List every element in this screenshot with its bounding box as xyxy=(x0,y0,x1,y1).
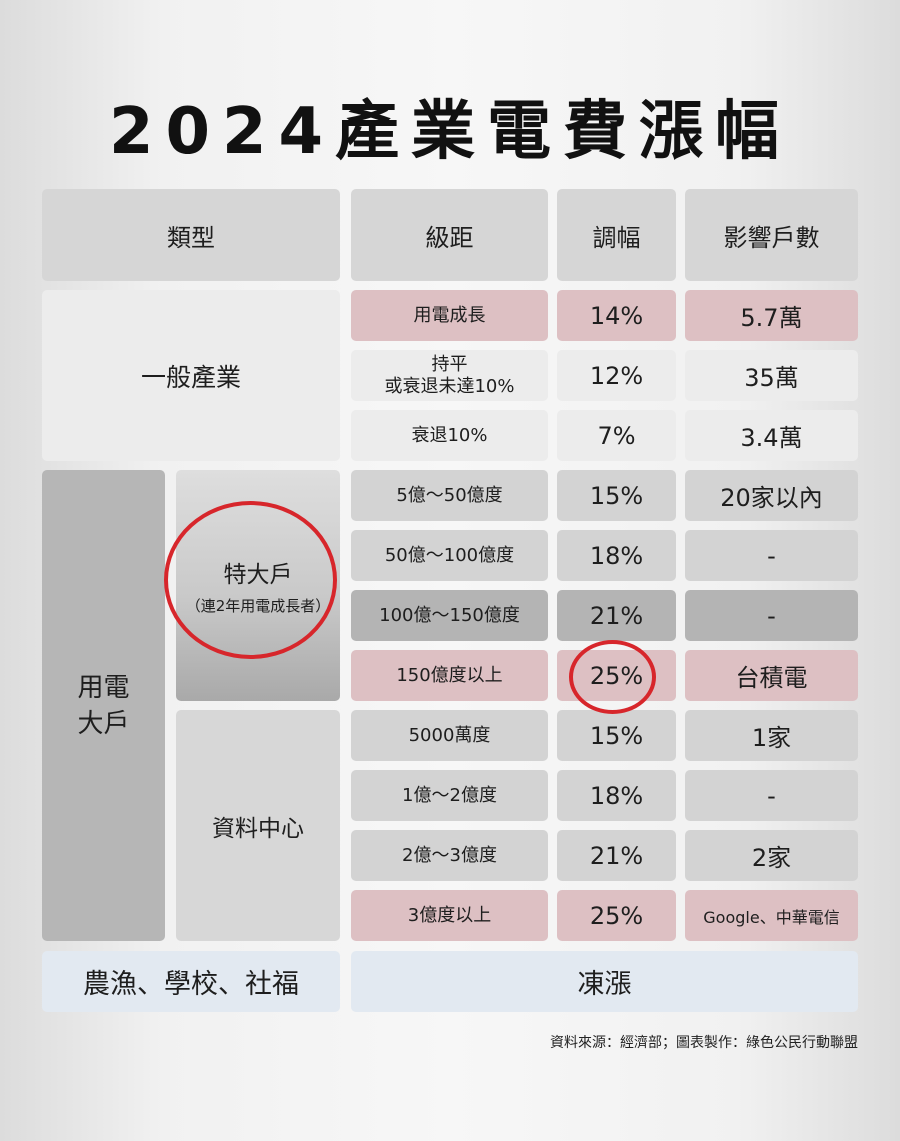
large-users-category: 用電 大戶 xyxy=(42,470,165,941)
extra-large-row-1-rate: 15% xyxy=(557,470,676,521)
frozen-category: 農漁、學校、社福 xyxy=(42,951,340,1012)
general-row-1-rate: 14% xyxy=(557,290,676,341)
data-center-row-2-level: 1億～2億度 xyxy=(351,770,548,821)
general-industry-category: 一般產業 xyxy=(42,290,340,461)
extra-large-row-2-level: 50億～100億度 xyxy=(351,530,548,581)
data-center-category: 資料中心 xyxy=(176,710,340,941)
data-center-row-3-rate: 21% xyxy=(557,830,676,881)
general-row-2-level-line1: 持平 xyxy=(431,353,468,375)
general-row-2-level-line2: 或衰退未達10% xyxy=(384,375,515,397)
general-row-1-level: 用電成長 xyxy=(351,290,548,341)
data-center-row-4-households: Google、中華電信 xyxy=(685,890,858,941)
header-households: 影響戶數 xyxy=(685,189,858,281)
extra-large-row-4-households: 台積電 xyxy=(685,650,858,701)
data-center-row-1-rate: 15% xyxy=(557,710,676,761)
general-row-3-households: 3.4萬 xyxy=(685,410,858,461)
extra-large-row-2-rate: 18% xyxy=(557,530,676,581)
data-center-row-3-households: 2家 xyxy=(685,830,858,881)
extra-large-highlight-circle xyxy=(164,501,337,659)
header-type: 類型 xyxy=(42,189,340,281)
extra-large-row-3-households: - xyxy=(685,590,858,641)
general-row-3-rate: 7% xyxy=(557,410,676,461)
source-note: 資料來源：經濟部；圖表製作：綠色公民行動聯盟 xyxy=(550,1035,858,1051)
extra-large-row-3-rate: 21% xyxy=(557,590,676,641)
data-center-row-3-level: 2億～3億度 xyxy=(351,830,548,881)
data-center-row-2-rate: 18% xyxy=(557,770,676,821)
large-users-line1: 用電 xyxy=(77,672,130,703)
general-row-2-rate: 12% xyxy=(557,350,676,401)
header-rate: 調幅 xyxy=(557,189,676,281)
data-center-row-2-households: - xyxy=(685,770,858,821)
page-title: 2024產業電費漲幅 xyxy=(108,95,792,169)
data-center-row-4-rate: 25% xyxy=(557,890,676,941)
data-center-row-1-households: 1家 xyxy=(685,710,858,761)
extra-large-row-1-households: 20家以內 xyxy=(685,470,858,521)
rate-highlight-circle xyxy=(569,640,656,714)
large-users-line2: 大戶 xyxy=(77,708,130,739)
extra-large-row-2-households: - xyxy=(685,530,858,581)
general-row-2-level: 持平 或衰退未達10% xyxy=(351,350,548,401)
data-center-row-4-level: 3億度以上 xyxy=(351,890,548,941)
general-row-3-level: 衰退10% xyxy=(351,410,548,461)
general-row-1-households: 5.7萬 xyxy=(685,290,858,341)
extra-large-row-4-level: 150億度以上 xyxy=(351,650,548,701)
extra-large-row-1-level: 5億～50億度 xyxy=(351,470,548,521)
header-level: 級距 xyxy=(351,189,548,281)
frozen-value: 凍漲 xyxy=(351,951,858,1012)
data-center-row-1-level: 5000萬度 xyxy=(351,710,548,761)
general-row-2-households: 35萬 xyxy=(685,350,858,401)
data-center-label: 資料中心 xyxy=(212,815,304,842)
extra-large-row-3-level: 100億～150億度 xyxy=(351,590,548,641)
